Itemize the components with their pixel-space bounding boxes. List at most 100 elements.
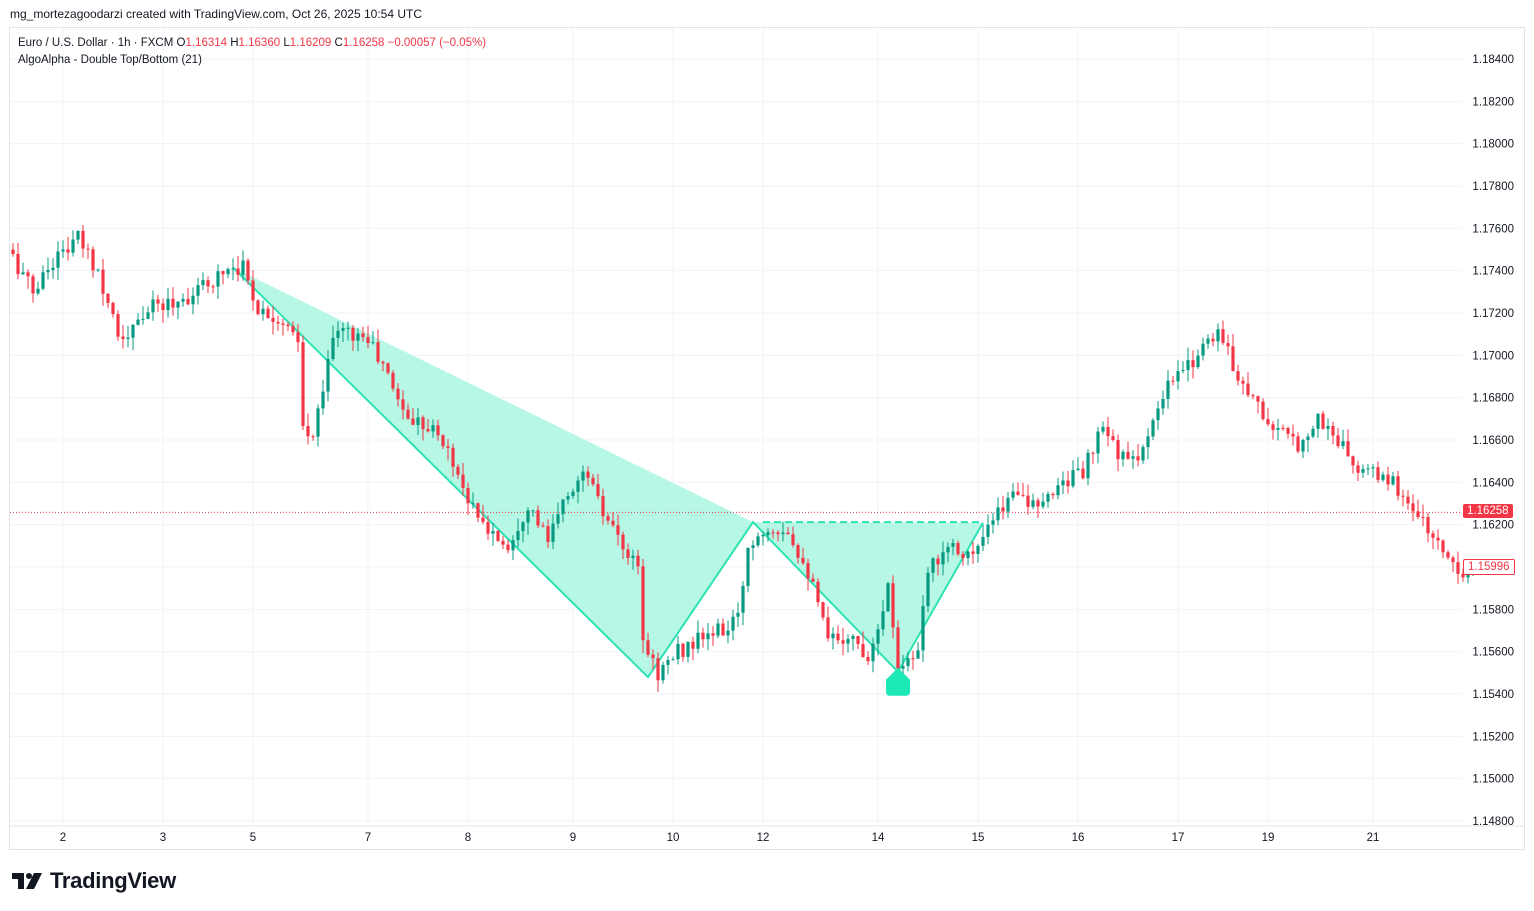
candle-body xyxy=(621,534,625,550)
candle-body xyxy=(456,466,460,475)
candle-body xyxy=(776,532,780,535)
time-tick-label: 15 xyxy=(972,832,985,844)
candle-body xyxy=(991,520,995,525)
tradingview-brand[interactable]: TradingView xyxy=(12,868,176,894)
candle-body xyxy=(106,293,110,303)
candle-body xyxy=(721,623,725,636)
candle-body xyxy=(996,507,1000,521)
candle-body xyxy=(1461,573,1465,578)
candle-body xyxy=(151,299,155,313)
candle-body xyxy=(1381,474,1385,480)
candle-body xyxy=(1046,493,1050,502)
candle-body xyxy=(516,531,520,541)
candle-body xyxy=(981,536,985,546)
candle-body xyxy=(386,363,390,373)
candle-body xyxy=(361,333,365,338)
candle-body xyxy=(976,545,980,554)
candle-body xyxy=(1291,433,1295,437)
candle-body xyxy=(1021,494,1025,496)
candle-body xyxy=(391,372,395,389)
candle-body xyxy=(946,546,950,553)
candle-body xyxy=(566,496,570,500)
candle-body xyxy=(1001,507,1005,512)
price-axis: 1.18400 1.18200 1.18000 1.17800 1.17600 1.174… xyxy=(1472,54,1514,828)
candle-body xyxy=(351,327,355,341)
symbol-label[interactable]: Euro / U.S. Dollar · 1h · FXCM xyxy=(18,37,174,49)
candle-body xyxy=(861,644,865,658)
candle-body xyxy=(416,417,420,425)
high-label: H xyxy=(230,37,239,49)
candle-body xyxy=(66,249,70,253)
candle-body xyxy=(1456,562,1460,574)
candle-body xyxy=(1246,383,1250,396)
candle-body xyxy=(1066,480,1070,487)
candle-body xyxy=(731,616,735,631)
candle-body xyxy=(666,660,670,665)
time-tick-label: 7 xyxy=(365,832,371,844)
candle-body xyxy=(61,249,65,252)
candle-body xyxy=(556,514,560,524)
candle-body xyxy=(1386,474,1390,485)
candle-body xyxy=(336,330,340,338)
candle-body xyxy=(781,532,785,535)
candle-body xyxy=(1366,468,1370,470)
candle-body xyxy=(1016,491,1020,495)
candle-body xyxy=(26,272,30,277)
candle-body xyxy=(1091,452,1095,454)
candle-body xyxy=(1226,343,1230,347)
indicator-label[interactable]: AlgoAlpha - Double Top/Bottom (21) xyxy=(18,54,202,66)
candle-body xyxy=(541,525,545,527)
candle-body xyxy=(961,554,965,559)
close-value: 1.16258 xyxy=(342,37,385,49)
candle-body xyxy=(821,602,825,618)
candle-body xyxy=(1146,436,1150,448)
chart-caption: mg_mortezagoodarzi created with TradingV… xyxy=(10,7,422,21)
candle-body xyxy=(1331,426,1335,436)
candle-body xyxy=(671,659,675,661)
candle-body xyxy=(1181,369,1185,372)
time-tick-label: 9 xyxy=(570,832,576,844)
marker-price-tag: 1.15996 xyxy=(1463,559,1515,575)
candle-body xyxy=(366,337,370,343)
candle-body xyxy=(461,474,465,488)
candle-body xyxy=(116,314,120,337)
candle-body xyxy=(36,288,40,294)
candle-body xyxy=(531,510,535,512)
candle-body xyxy=(331,337,335,359)
candle-body xyxy=(1316,413,1320,429)
candle-body xyxy=(656,658,660,681)
candle-body xyxy=(501,540,505,545)
candle-body xyxy=(561,499,565,515)
candle-body xyxy=(426,429,430,432)
candle-body xyxy=(846,639,850,644)
candle-body xyxy=(86,248,90,250)
candle-body xyxy=(371,342,375,344)
candle-body xyxy=(1371,467,1375,469)
candle-body xyxy=(1231,346,1235,372)
candle-body xyxy=(921,606,925,651)
pattern-line xyxy=(232,266,984,679)
candle-body xyxy=(1266,419,1270,425)
candle-body xyxy=(601,496,605,517)
candle-body xyxy=(936,558,940,565)
candle-body xyxy=(1121,451,1125,460)
candle-body xyxy=(401,399,405,410)
candle-body xyxy=(1061,480,1065,486)
candle-body xyxy=(1276,427,1280,430)
candle-body xyxy=(171,298,175,308)
open-label: O xyxy=(176,37,186,49)
candle-body xyxy=(571,491,575,497)
candle-body xyxy=(271,318,275,322)
candle-body xyxy=(1406,496,1410,504)
candle-body xyxy=(986,524,990,537)
price-tick-label: 1.15200 xyxy=(1472,731,1514,743)
candle-body xyxy=(291,326,295,333)
candle-body xyxy=(301,342,305,426)
candle-body xyxy=(1376,467,1380,480)
low-value: 1.16209 xyxy=(289,37,332,49)
close-label: C xyxy=(334,37,343,49)
candle-body xyxy=(1106,427,1110,437)
candle-body xyxy=(251,280,255,301)
candle-body xyxy=(16,253,20,275)
